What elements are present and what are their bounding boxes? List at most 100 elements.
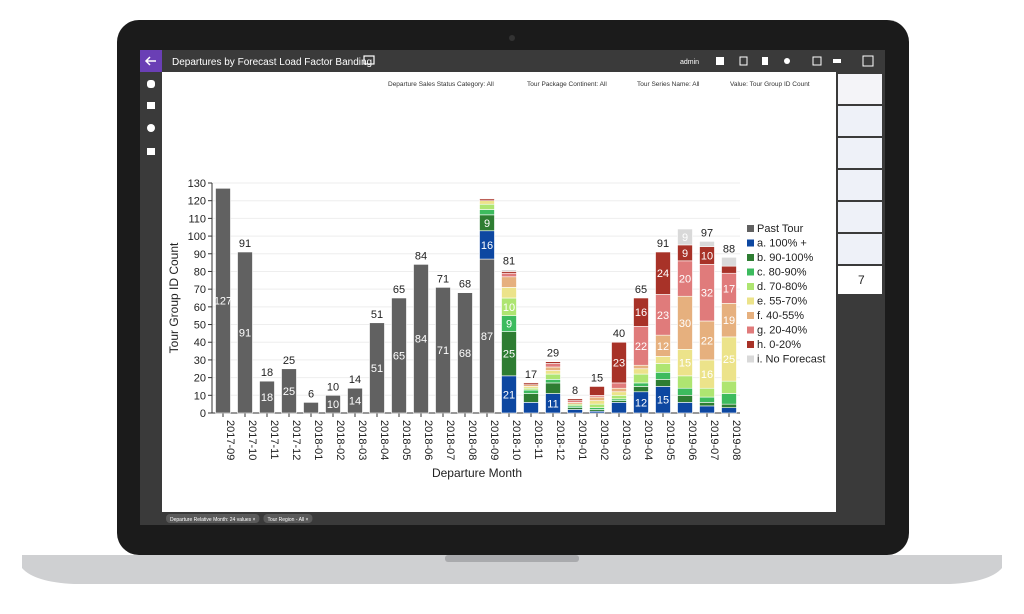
settings-icon[interactable]	[147, 124, 155, 132]
bar-segment	[633, 297, 649, 327]
side-bar	[140, 72, 162, 525]
present-icon[interactable]	[812, 56, 822, 66]
top-bar	[140, 50, 885, 72]
bar-segment	[633, 382, 649, 387]
segment-label: 87	[481, 331, 493, 343]
legend-label: i. No Forecast	[757, 354, 825, 366]
legend-swatch	[747, 326, 754, 334]
bar-segment	[589, 386, 605, 396]
legend-label: b. 90-100%	[757, 252, 813, 264]
thumbnail[interactable]	[838, 106, 882, 136]
chart-icon[interactable]	[147, 102, 155, 109]
segment-label: 32	[701, 288, 713, 300]
filter[interactable]: Value: Tour Group ID Count	[730, 81, 810, 88]
legend-label: g. 20-40%	[757, 325, 807, 337]
y-tick-label: 110	[188, 213, 206, 225]
total-label: 29	[547, 348, 559, 360]
bar-segment	[611, 387, 627, 393]
segment-label: 25	[283, 386, 295, 398]
x-tick-label: 2018-02	[334, 420, 346, 460]
legend-swatch	[747, 312, 754, 319]
style-icon[interactable]	[147, 148, 155, 155]
bar-segment	[633, 368, 649, 375]
thumbnail[interactable]	[838, 74, 882, 104]
bar-segment	[699, 241, 715, 247]
share-icon[interactable]	[784, 58, 790, 64]
bar-segment	[347, 387, 363, 414]
x-tick-label: 2018-05	[400, 420, 412, 460]
total-label: 8	[572, 385, 578, 397]
grid-icon[interactable]	[862, 55, 874, 67]
segment-label: 9	[484, 218, 490, 230]
bar-segment	[611, 382, 627, 389]
segment-label: 10	[701, 251, 713, 263]
segment-label: 18	[261, 392, 273, 404]
y-tick-label: 40	[194, 337, 206, 349]
thumbnail[interactable]	[838, 234, 882, 264]
segment-label: 15	[657, 395, 669, 407]
legend-swatch	[747, 297, 754, 305]
y-tick-label: 90	[194, 249, 206, 261]
bar-segment	[501, 287, 517, 299]
user-name[interactable]: admin	[680, 59, 699, 66]
comment-icon[interactable]	[363, 55, 375, 65]
filter-chip	[263, 514, 313, 523]
total-label: 91	[657, 238, 669, 250]
bar-segment	[611, 395, 627, 400]
bar-segment	[699, 387, 715, 398]
bar-segment	[501, 269, 517, 272]
y-tick-label: 20	[194, 373, 206, 385]
thumbnail[interactable]	[838, 170, 882, 200]
x-tick-label: 2017-11	[268, 420, 280, 460]
back-icon	[144, 56, 156, 66]
bar-segment	[369, 322, 385, 414]
bar-segment	[215, 188, 231, 414]
bar-segment	[655, 379, 671, 387]
segment-label: 9	[682, 232, 688, 244]
segment-label: 25	[503, 349, 515, 361]
total-label: 40	[613, 328, 625, 340]
filter[interactable]: Tour Series Name: All	[637, 81, 700, 88]
segment-label: 127	[214, 296, 232, 308]
bar-segment	[501, 276, 517, 288]
bar-segment	[391, 297, 407, 414]
y-tick-label: 100	[188, 231, 206, 243]
delete-icon[interactable]	[762, 57, 768, 65]
bar-segment	[479, 200, 495, 205]
dashboard-title: Departures by Forecast Load Factor Bandi…	[172, 57, 372, 68]
x-tick-label: 2017-10	[246, 420, 258, 460]
thumbnail[interactable]	[838, 266, 882, 294]
data-icon[interactable]	[147, 80, 155, 88]
thumbnail[interactable]	[838, 202, 882, 232]
code-icon[interactable]	[833, 59, 841, 63]
copy-icon[interactable]	[739, 56, 748, 66]
filter[interactable]: Departure Sales Status Category: All	[388, 81, 494, 88]
total-label: 14	[349, 374, 361, 386]
legend-label: f. 40-55%	[757, 310, 804, 322]
add-icon[interactable]	[716, 57, 724, 65]
bar-segment	[677, 228, 693, 246]
x-tick-label: 2019-05	[664, 420, 676, 460]
y-tick-label: 70	[194, 284, 206, 296]
x-tick-label: 2017-12	[290, 420, 302, 460]
y-tick-label: 10	[194, 390, 206, 402]
filter[interactable]: Tour Package Continent: All	[527, 81, 607, 88]
legend-label: d. 70-80%	[757, 281, 807, 293]
segment-label: 10	[327, 399, 339, 411]
bar-segment	[655, 363, 671, 373]
bar-segment	[457, 292, 473, 414]
bar-segment	[545, 370, 561, 375]
total-label: 81	[503, 256, 515, 268]
thumbnail[interactable]	[838, 138, 882, 168]
laptop-notch	[445, 555, 579, 562]
y-tick-label: 120	[188, 196, 206, 208]
bar-segment	[303, 402, 319, 414]
total-label: 84	[415, 250, 427, 262]
segment-label: 30	[679, 318, 691, 330]
bottom-bar	[140, 512, 885, 525]
legend-swatch	[747, 254, 754, 261]
bar-segment	[721, 380, 737, 394]
filter-bar: Departure Sales Status Category: All Tour…	[388, 81, 810, 88]
chart: Tour Group ID Count Departure Month 0102…	[167, 178, 825, 480]
bar-segment	[611, 391, 627, 396]
